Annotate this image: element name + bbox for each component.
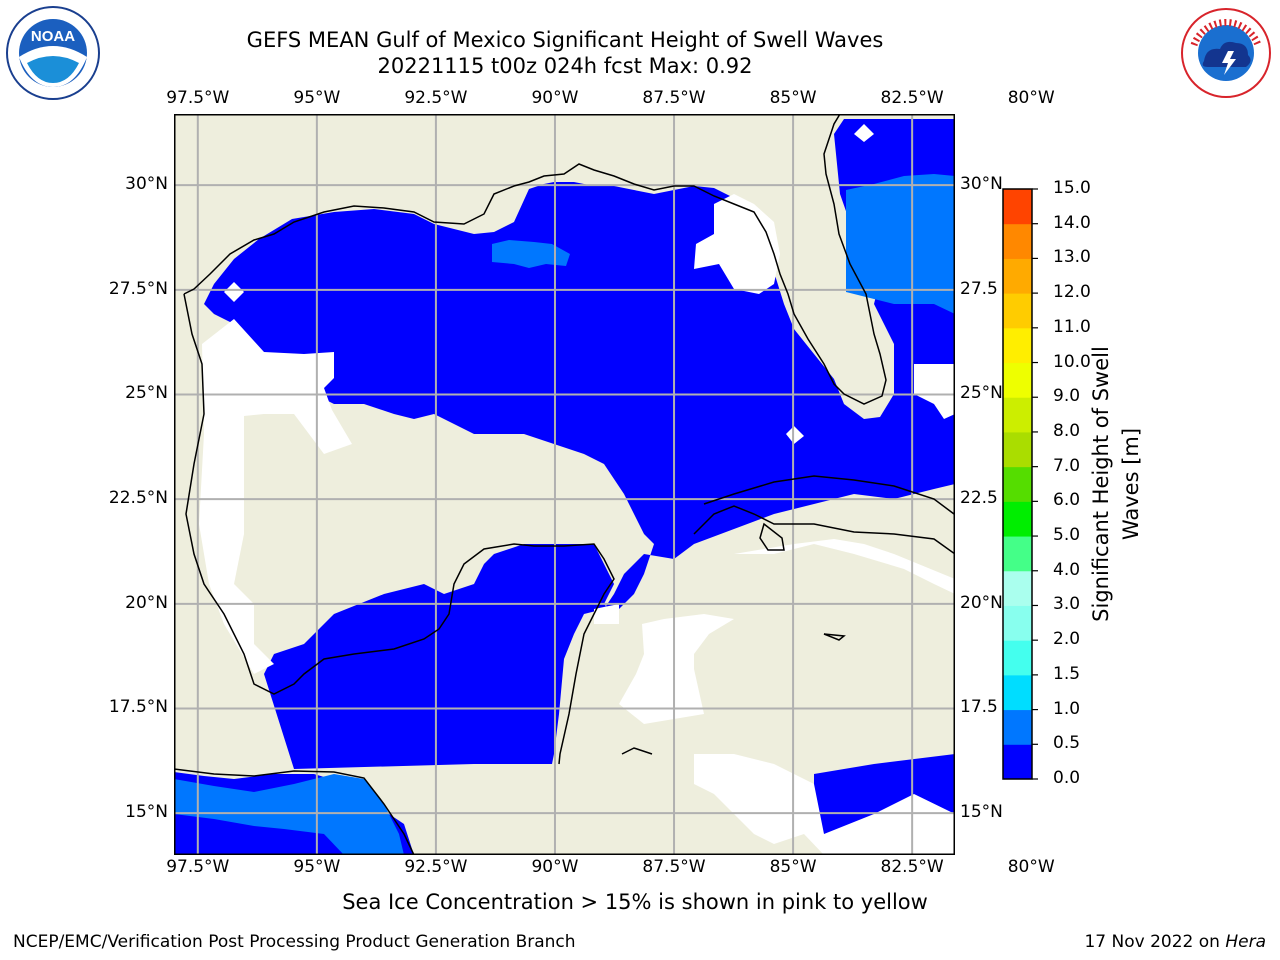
lat-tick-label-right: 15°N xyxy=(960,802,1003,823)
colorbar-segment xyxy=(1003,744,1032,780)
colorbar-tick-label: 9.0 xyxy=(1053,386,1081,407)
lon-tick-label-bottom: 90°W xyxy=(531,857,579,877)
lon-tick-label-bottom: 97.5°W xyxy=(166,857,230,877)
sea-ice-note-text: Sea Ice Concentration > 15% is shown in … xyxy=(342,890,928,914)
colorbar xyxy=(1002,188,1052,784)
chart-subtitle: 20221115 t00z 024h fcst Max: 0.92 xyxy=(377,54,753,78)
colorbar-tick-label: 2.0 xyxy=(1053,629,1081,650)
lat-tick-label-right: 22.5 xyxy=(960,488,998,509)
lon-tick-label-bottom: 82.5°W xyxy=(880,857,944,877)
lon-tick-label-bottom: 85°W xyxy=(769,857,817,877)
colorbar-frame xyxy=(1002,188,1033,780)
colorbar-segment xyxy=(1003,293,1032,329)
lat-tick-label-left: 17.5°N xyxy=(108,697,168,718)
colorbar-tick-label: 7.0 xyxy=(1053,455,1081,476)
colorbar-tick-label: 14.0 xyxy=(1053,212,1091,233)
footer-host: Hera xyxy=(1225,932,1266,952)
lon-tick-label-bottom: 92.5°W xyxy=(404,857,468,877)
colorbar-segment xyxy=(1003,362,1032,398)
lon-tick-label-bottom: 80°W xyxy=(1007,857,1055,877)
lon-tick-label-bottom: 95°W xyxy=(293,857,341,877)
lon-tick-label-top: 97.5°W xyxy=(166,88,230,108)
lat-tick-label-left: 27.5°N xyxy=(108,278,168,299)
colorbar-label-line2: Waves [m] xyxy=(1119,427,1143,541)
lat-tick-label-left: 25°N xyxy=(125,383,168,404)
sea-ice-note: Sea Ice Concentration > 15% is shown in … xyxy=(0,890,1280,914)
lat-tick-label-left: 20°N xyxy=(125,592,168,613)
lon-tick-label-top: 92.5°W xyxy=(404,88,468,108)
colorbar-segment xyxy=(1003,327,1032,364)
colorbar-tick-label: 1.5 xyxy=(1053,663,1081,684)
swell-field-mid xyxy=(174,174,955,855)
colorbar-tick-label: 11.0 xyxy=(1053,316,1091,337)
colorbar-tick-label: 3.0 xyxy=(1053,594,1081,615)
colorbar-segment xyxy=(1003,674,1032,711)
nws-logo xyxy=(1178,5,1274,105)
lon-tick-label-bottom: 87.5°W xyxy=(642,857,706,877)
noaa-logo: NOAA xyxy=(5,5,101,105)
lon-tick-label-top: 87.5°W xyxy=(642,88,706,108)
colorbar-segment xyxy=(1003,223,1032,259)
lon-tick-label-top: 80°W xyxy=(1007,88,1055,108)
map-panel xyxy=(173,113,1033,859)
colorbar-segment xyxy=(1003,501,1032,537)
colorbar-segment xyxy=(1003,189,1032,225)
colorbar-segment xyxy=(1003,536,1032,572)
colorbar-tick-label: 5.0 xyxy=(1053,525,1081,546)
lat-tick-label-left: 30°N xyxy=(125,174,168,195)
colorbar-segment xyxy=(1003,640,1032,676)
chart-title: GEFS MEAN Gulf of Mexico Significant Hei… xyxy=(246,28,884,52)
colorbar-tick-label: 13.0 xyxy=(1053,247,1091,268)
coastline xyxy=(173,113,956,856)
colorbar-segment xyxy=(1003,397,1032,433)
colorbar-tick-label: 6.0 xyxy=(1053,490,1081,511)
lat-tick-label-right: 27.5 xyxy=(960,278,998,299)
lat-tick-label-right: 25°N xyxy=(960,383,1003,404)
map-frame xyxy=(174,114,955,855)
colorbar-tick-label: 10.0 xyxy=(1053,351,1091,372)
colorbar-tick-label: 0.5 xyxy=(1053,733,1081,754)
lat-tick-label-right: 20°N xyxy=(960,592,1003,613)
lon-tick-label-top: 85°W xyxy=(769,88,817,108)
colorbar-segment xyxy=(1003,709,1032,745)
colorbar-tick-label: 4.0 xyxy=(1053,559,1081,580)
footer-credit: NCEP/EMC/Verification Post Processing Pr… xyxy=(13,932,576,952)
colorbar-tick-label: 0.0 xyxy=(1053,768,1081,788)
footer-date-text: 17 Nov 2022 on xyxy=(1084,932,1226,952)
colorbar-segment xyxy=(1003,431,1032,468)
colorbar-tick-label: 15.0 xyxy=(1053,178,1091,198)
colorbar-segment xyxy=(1003,570,1032,606)
lat-tick-label-right: 17.5 xyxy=(960,697,998,718)
footer-date: 17 Nov 2022 on Hera xyxy=(1084,932,1266,952)
colorbar-tick-label: 8.0 xyxy=(1053,420,1081,441)
noaa-logo-text: NOAA xyxy=(31,28,75,45)
lat-tick-label-right: 30°N xyxy=(960,174,1003,195)
colorbar-segment xyxy=(1003,466,1032,502)
colorbar-segment xyxy=(1003,258,1032,294)
lon-tick-label-top: 82.5°W xyxy=(880,88,944,108)
lat-tick-label-left: 22.5°N xyxy=(108,488,168,509)
lon-tick-label-top: 90°W xyxy=(531,88,579,108)
colorbar-segment xyxy=(1003,605,1032,641)
lon-tick-label-top: 95°W xyxy=(293,88,341,108)
colorbar-tick-label: 12.0 xyxy=(1053,282,1091,303)
colorbar-tick-label: 1.0 xyxy=(1053,698,1081,719)
lat-tick-label-left: 15°N xyxy=(125,802,168,823)
